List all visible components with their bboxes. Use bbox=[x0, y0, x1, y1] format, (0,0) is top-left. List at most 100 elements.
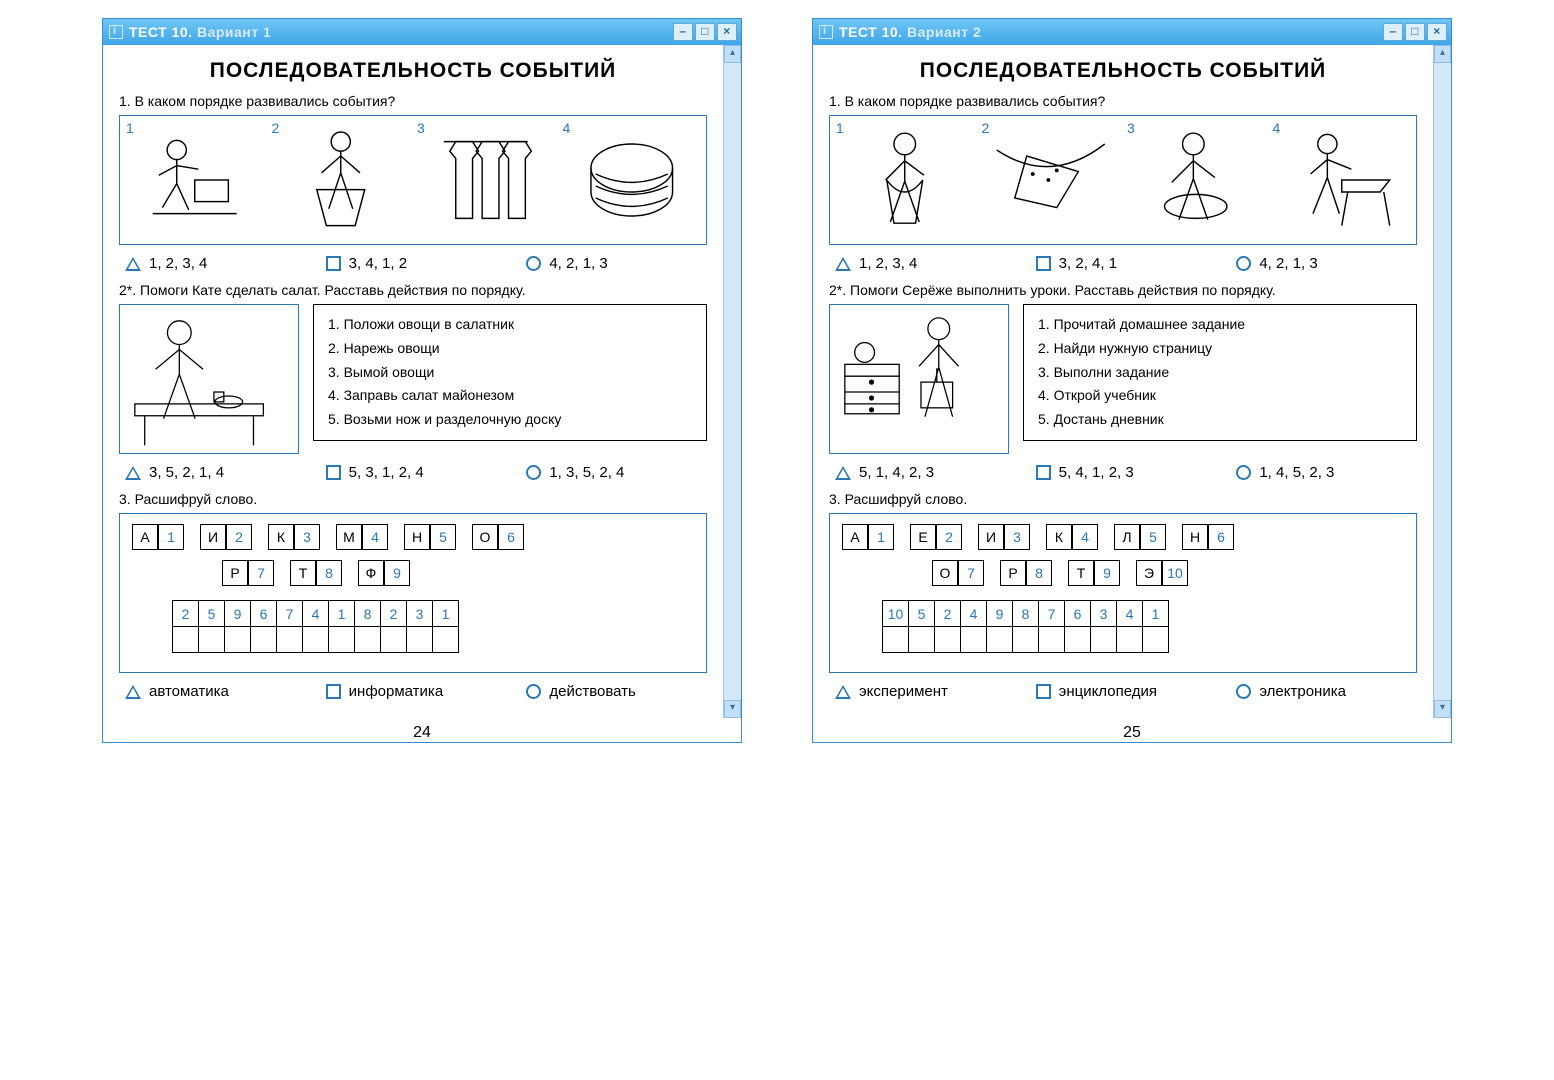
maximize-button[interactable]: □ bbox=[695, 23, 715, 41]
cipher-pair: Ф9 bbox=[358, 560, 410, 586]
q3-opt-tri[interactable]: эксперимент bbox=[835, 683, 1016, 700]
q2-steps: 1. Прочитай домашнее задание 2. Найди ну… bbox=[1023, 304, 1417, 441]
q3-opt-tri[interactable]: автоматика bbox=[125, 683, 306, 700]
cipher-pair: А1 bbox=[132, 524, 184, 550]
q2-opt-tri[interactable]: 5, 1, 4, 2, 3 bbox=[835, 464, 1016, 481]
cipher-pair: Т9 bbox=[1068, 560, 1120, 586]
cipher-pair: Т8 bbox=[290, 560, 342, 586]
q3-opt-circ[interactable]: действовать bbox=[526, 683, 707, 700]
square-icon bbox=[1036, 684, 1051, 699]
minimize-button[interactable]: – bbox=[673, 23, 693, 41]
square-icon bbox=[326, 465, 341, 480]
scrollbar[interactable]: ▴ ▾ bbox=[723, 45, 741, 718]
q1-prompt: 1. В каком порядке развивались события? bbox=[119, 93, 707, 109]
cipher-row-2: Р7 Т8 Ф9 bbox=[132, 560, 694, 586]
circle-icon bbox=[526, 684, 541, 699]
cipher-row-1: А1 Е2 И3 К4 Л5 Н6 bbox=[842, 524, 1404, 550]
q1-prompt: 1. В каком порядке развивались события? bbox=[829, 93, 1417, 109]
q2-opt-circ[interactable]: 1, 4, 5, 2, 3 bbox=[1236, 464, 1417, 481]
triangle-icon bbox=[835, 466, 851, 480]
q3-prompt: 3. Расшифруй слово. bbox=[829, 491, 1417, 507]
answer-grid: 2596741823125967418231 bbox=[172, 600, 459, 653]
triangle-icon bbox=[125, 685, 141, 699]
circle-icon bbox=[1236, 465, 1251, 480]
q3-opt-circ[interactable]: электроника bbox=[1236, 683, 1417, 700]
q1-image-row: 1 2 3 4 bbox=[829, 115, 1417, 245]
q2-opt-sq[interactable]: 5, 3, 1, 2, 4 bbox=[326, 464, 507, 481]
circle-icon bbox=[1236, 256, 1251, 271]
cipher-pair: К4 bbox=[1046, 524, 1098, 550]
q2-prompt: 2*. Помоги Кате сделать салат. Расставь … bbox=[119, 282, 707, 298]
cipher-pair: Е2 bbox=[910, 524, 962, 550]
q3-opt-sq[interactable]: информатика bbox=[326, 683, 507, 700]
page-number: 24 bbox=[103, 724, 741, 742]
triangle-icon bbox=[125, 257, 141, 271]
cipher-pair: Р8 bbox=[1000, 560, 1052, 586]
q2-row: 1. Прочитай домашнее задание 2. Найди ну… bbox=[829, 304, 1417, 454]
q1-img-2: 2 bbox=[270, 120, 412, 240]
scroll-down-icon[interactable]: ▾ bbox=[1434, 700, 1451, 718]
maximize-button[interactable]: □ bbox=[1405, 23, 1425, 41]
q3-opt-sq[interactable]: энциклопедия bbox=[1036, 683, 1217, 700]
q3-cipher-box: А1 Е2 И3 К4 Л5 Н6 О7 Р8 Т9 Э10 10524987634110524… bbox=[829, 513, 1417, 673]
circle-icon bbox=[1236, 684, 1251, 699]
q1-img-1: 1 bbox=[834, 120, 976, 240]
window-title: ТЕСТ 10. Вариант 2 bbox=[839, 24, 981, 40]
q1-opt-tri[interactable]: 1, 2, 3, 4 bbox=[835, 255, 1016, 272]
close-button[interactable]: × bbox=[1427, 23, 1447, 41]
cipher-pair: Р7 bbox=[222, 560, 274, 586]
q2-opt-tri[interactable]: 3, 5, 2, 1, 4 bbox=[125, 464, 306, 481]
q2-opt-sq[interactable]: 5, 4, 1, 2, 3 bbox=[1036, 464, 1217, 481]
cipher-pair: И3 bbox=[978, 524, 1030, 550]
q1-options: 1, 2, 3, 4 3, 4, 1, 2 4, 2, 1, 3 bbox=[125, 255, 707, 272]
square-icon bbox=[1036, 256, 1051, 271]
triangle-icon bbox=[125, 466, 141, 480]
app-icon bbox=[109, 25, 123, 39]
page-number: 25 bbox=[813, 724, 1451, 742]
q2-image bbox=[829, 304, 1009, 454]
q1-opt-sq[interactable]: 3, 4, 1, 2 bbox=[326, 255, 507, 272]
titlebar: ТЕСТ 10. Вариант 2 – □ × bbox=[813, 19, 1451, 45]
page-title: ПОСЛЕДОВАТЕЛЬНОСТЬ СОБЫТИЙ bbox=[119, 59, 707, 83]
cipher-pair: Л5 bbox=[1114, 524, 1166, 550]
cipher-pair: Э10 bbox=[1136, 560, 1188, 586]
page-content: ПОСЛЕДОВАТЕЛЬНОСТЬ СОБЫТИЙ 1. В каком по… bbox=[103, 45, 723, 718]
q1-opt-tri[interactable]: 1, 2, 3, 4 bbox=[125, 255, 306, 272]
cipher-pair: Н6 bbox=[1182, 524, 1234, 550]
scroll-up-icon[interactable]: ▴ bbox=[724, 45, 741, 63]
cipher-pair: О7 bbox=[932, 560, 984, 586]
scroll-down-icon[interactable]: ▾ bbox=[724, 700, 741, 718]
q1-img-3: 3 bbox=[415, 120, 557, 240]
close-button[interactable]: × bbox=[717, 23, 737, 41]
q1-img-3: 3 bbox=[1125, 120, 1267, 240]
cipher-pair: О6 bbox=[472, 524, 524, 550]
scrollbar[interactable]: ▴ ▾ bbox=[1433, 45, 1451, 718]
q1-img-4: 4 bbox=[1271, 120, 1413, 240]
cipher-row-2: О7 Р8 Т9 Э10 bbox=[842, 560, 1404, 586]
q1-opt-circ[interactable]: 4, 2, 1, 3 bbox=[1236, 255, 1417, 272]
q1-img-2: 2 bbox=[980, 120, 1122, 240]
page-content: ПОСЛЕДОВАТЕЛЬНОСТЬ СОБЫТИЙ 1. В каком по… bbox=[813, 45, 1433, 718]
window-variant-2: ТЕСТ 10. Вариант 2 – □ × ПОСЛЕДОВАТЕЛЬНО… bbox=[812, 18, 1452, 743]
q2-options: 5, 1, 4, 2, 3 5, 4, 1, 2, 3 1, 4, 5, 2, … bbox=[835, 464, 1417, 481]
cipher-pair: Н5 bbox=[404, 524, 456, 550]
window-title: ТЕСТ 10. Вариант 1 bbox=[129, 24, 271, 40]
answer-grid: 105249876341105249876341 bbox=[882, 600, 1169, 653]
minimize-button[interactable]: – bbox=[1383, 23, 1403, 41]
scroll-up-icon[interactable]: ▴ bbox=[1434, 45, 1451, 63]
cipher-row-1: А1И2К3М4Н5О6 bbox=[132, 524, 694, 550]
q2-options: 3, 5, 2, 1, 4 5, 3, 1, 2, 4 1, 3, 5, 2, … bbox=[125, 464, 707, 481]
window-variant-1: ТЕСТ 10. Вариант 1 – □ × ПОСЛЕДОВАТЕЛЬНО… bbox=[102, 18, 742, 743]
q2-opt-circ[interactable]: 1, 3, 5, 2, 4 bbox=[526, 464, 707, 481]
square-icon bbox=[326, 684, 341, 699]
circle-icon bbox=[526, 465, 541, 480]
q1-opt-circ[interactable]: 4, 2, 1, 3 bbox=[526, 255, 707, 272]
q3-cipher-box: А1И2К3М4Н5О6 Р7Т8Ф9 25967418231259674182… bbox=[119, 513, 707, 673]
q2-prompt: 2*. Помоги Серёже выполнить уроки. Расст… bbox=[829, 282, 1417, 298]
q1-image-row: 1 2 3 4 bbox=[119, 115, 707, 245]
q1-opt-sq[interactable]: 3, 2, 4, 1 bbox=[1036, 255, 1217, 272]
circle-icon bbox=[526, 256, 541, 271]
cipher-pair: А1 bbox=[842, 524, 894, 550]
q3-prompt: 3. Расшифруй слово. bbox=[119, 491, 707, 507]
q1-img-4: 4 bbox=[561, 120, 703, 240]
